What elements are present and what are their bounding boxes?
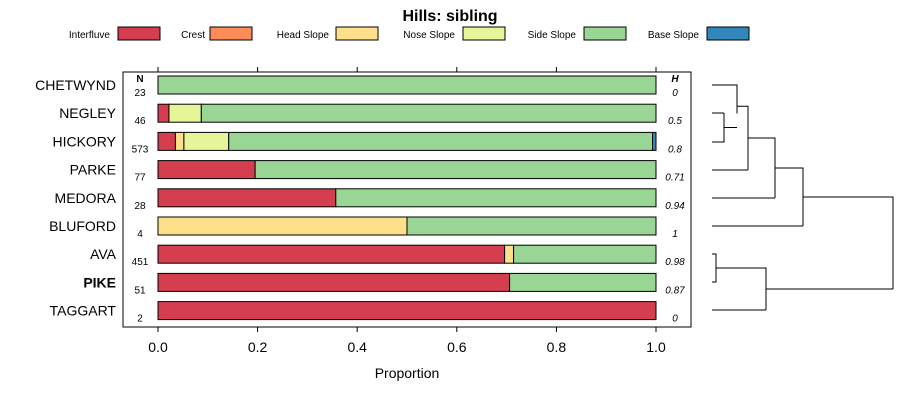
n-value: 77 [134,173,146,184]
category-label: MEDORA [55,190,117,206]
bar-segment [157,160,256,180]
bar-segment [406,216,657,236]
x-tick-label: 0.0 [148,339,168,355]
bar-segment [254,160,657,180]
bar-segment [513,244,657,264]
legend-label: Crest [181,30,205,41]
legend-label: Interfluve [69,30,111,41]
legend-label: Head Slope [277,30,330,41]
h-value: 0.94 [665,201,685,212]
legend: Interfluve Crest Head Slope Nose Slope Side … [69,26,750,41]
n-value: 46 [134,116,146,127]
n-value: 2 [137,314,143,325]
bar-segment [200,103,657,123]
category-label: HICKORY [52,133,116,149]
bar-segment [157,272,511,292]
x-tick-label: 0.2 [248,339,268,355]
bar-segment [157,75,657,95]
x-tick-label: 0.6 [447,339,467,355]
h-value: 0.5 [668,116,682,127]
bar-segment [157,131,176,151]
h-header: H [671,74,679,85]
n-value: 23 [134,88,146,99]
category-label: BLUFORD [49,218,116,234]
legend-label: Nose Slope [403,30,455,41]
bar-segment [157,188,337,208]
legend-label: Side Slope [528,30,577,41]
category-label: PARKE [70,162,116,178]
category-label: CHETWYND [35,77,116,93]
bar-segment [157,244,506,264]
x-axis: 0.0 0.2 0.4 0.6 0.8 1.0 [148,67,666,355]
x-axis-label: Proportion [375,365,440,381]
plot-panel [122,71,692,328]
legend-label: Base Slope [648,30,700,41]
n-value: 573 [132,144,149,155]
legend-swatch [117,26,161,41]
bar-segment [652,131,657,151]
legend-swatch [706,26,750,41]
h-value: 0 [672,88,678,99]
bar-segment [168,103,202,123]
h-value: 0.98 [665,257,685,268]
category-label: AVA [90,246,117,262]
bar-segment [335,188,657,208]
dendrogram-branch [712,84,894,311]
x-tick-label: 0.4 [347,339,367,355]
x-tick-label: 1.0 [646,339,666,355]
h-value: 1 [672,229,678,240]
bar-segment [174,131,185,151]
category-label: NEGLEY [59,105,116,121]
category-label: TAGGART [50,303,117,319]
h-value: 0.71 [665,173,684,184]
bar-segment [157,301,657,321]
category-label: PIKE [83,274,116,290]
n-value: 51 [134,285,146,296]
bar-segment [183,131,230,151]
h-value: 0.8 [668,144,682,155]
chart-title: Hills: sibling [402,8,497,25]
h-value: 0.87 [665,285,685,296]
n-value: 451 [132,257,149,268]
x-tick-label: 0.8 [547,339,567,355]
bar-segment [509,272,657,292]
n-header: N [136,74,143,85]
legend-swatch [583,26,627,41]
n-value: 4 [137,229,143,240]
legend-swatch [462,26,506,41]
legend-swatch [335,26,379,41]
legend-swatch [209,26,253,41]
bar-segment [504,244,515,264]
bar-segment [228,131,654,151]
bars: CHETWYND 23 0 NEGLEY 46 0.5 HICKORY 573 0.8 PARKE… [35,75,685,325]
h-value: 0 [672,314,678,325]
dendrogram [712,84,894,311]
bar-segment [157,103,170,123]
bar-segment [157,216,408,236]
n-value: 28 [134,201,146,212]
